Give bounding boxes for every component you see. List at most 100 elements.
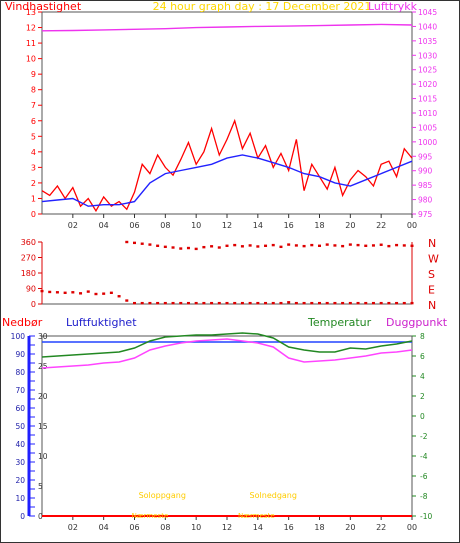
direction-point (55, 291, 59, 294)
x-tick-label: 10 (191, 523, 201, 532)
temperature-tick-label: 4 (420, 372, 425, 381)
direction-point (348, 243, 352, 246)
direction-point (140, 301, 144, 305)
x-tick-label: 20 (345, 221, 355, 230)
pressure-tick-label: 1035 (418, 37, 437, 46)
direction-point (302, 301, 306, 305)
graph-title: 24 hour graph day : 17 December 2021 (153, 0, 372, 13)
rain-tick-label: 40 (15, 440, 25, 449)
temperature-axis-label: Temperatur (307, 316, 372, 329)
direction-tick-label: 270 (21, 254, 36, 263)
pressure-tick-label: 1020 (418, 80, 437, 89)
rain-tick-label: 30 (15, 458, 25, 467)
x-tick-label: 10 (191, 221, 201, 230)
direction-point (395, 243, 399, 247)
temperature-tick-label: 6 (420, 352, 425, 361)
direction-point (163, 245, 167, 249)
direction-point (148, 243, 152, 246)
rain-tick-label: 50 (15, 422, 25, 431)
wind-speed-line (41, 118, 413, 213)
direction-point (217, 246, 221, 249)
humidity-tick-label: 5 (38, 482, 43, 491)
sun-event-label: Soloppgang (139, 491, 186, 500)
pressure-tick-label: 990 (418, 167, 433, 176)
direction-point (202, 301, 206, 305)
x-tick-label: 18 (314, 221, 324, 230)
direction-point (194, 301, 198, 305)
direction-point (125, 240, 129, 244)
x-tick-label: 04 (99, 221, 109, 230)
direction-point (86, 290, 90, 293)
direction-point (379, 243, 383, 246)
humidity-axis-label: Luftfuktighet (66, 316, 137, 329)
x-tick-label: 12 (222, 523, 232, 532)
direction-point (148, 301, 152, 305)
direction-point (294, 301, 298, 305)
temperature-tick-label: -2 (420, 432, 428, 441)
direction-point (325, 243, 329, 246)
x-tick-label: 12 (222, 221, 232, 230)
temperature-line (41, 332, 413, 358)
wind-axis-label: Vindhastighet (5, 0, 82, 13)
wind-tick-label: 6 (31, 117, 36, 126)
x-tick-label: 00 (407, 523, 417, 532)
direction-point (117, 295, 121, 298)
direction-point (271, 243, 275, 247)
x-tick-label: 14 (253, 523, 263, 532)
pressure-tick-label: 1025 (418, 66, 437, 75)
direction-point (240, 245, 244, 248)
direction-tick-label: 180 (21, 269, 36, 278)
direction-point (371, 301, 375, 305)
direction-point (48, 290, 52, 294)
dewpoint-line (41, 338, 413, 369)
direction-point (402, 244, 406, 247)
humidity-tick-label: 20 (38, 392, 48, 401)
x-tick-label: 22 (376, 523, 386, 532)
compass-label: N (428, 299, 436, 312)
direction-point (341, 244, 345, 248)
temperature-tick-label: -10 (420, 512, 432, 521)
direction-point (364, 244, 368, 247)
direction-point (356, 243, 360, 247)
pressure-tick-label: 1030 (418, 51, 437, 60)
direction-point (63, 291, 67, 295)
direction-point (125, 299, 129, 302)
wind-tick-label: 7 (31, 101, 36, 110)
direction-point (156, 301, 160, 305)
direction-point (94, 292, 98, 296)
x-tick-label: 16 (284, 221, 294, 230)
direction-point (333, 301, 337, 305)
direction-point (171, 246, 175, 249)
direction-point (271, 301, 275, 305)
direction-point (410, 301, 414, 305)
humidity-tick-label: 25 (38, 362, 48, 371)
direction-point (186, 301, 190, 305)
pressure-tick-label: 1015 (418, 95, 437, 104)
direction-point (302, 244, 306, 248)
compass-label: S (428, 268, 435, 281)
x-tick-label: 04 (99, 523, 109, 532)
temperature-tick-label: 2 (420, 392, 425, 401)
direction-point (364, 301, 368, 305)
direction-point (102, 292, 106, 295)
temperature-tick-label: 0 (420, 412, 425, 421)
direction-point (163, 301, 167, 305)
direction-tick-label: 360 (21, 238, 36, 247)
direction-point (225, 301, 229, 305)
temperature-tick-label: -4 (420, 452, 428, 461)
x-tick-label: 22 (376, 221, 386, 230)
direction-point (287, 243, 291, 246)
direction-point (379, 301, 383, 305)
wind-tick-label: 1 (31, 194, 36, 203)
humidity-tick-label: 10 (38, 452, 48, 461)
x-tick-label: 20 (345, 523, 355, 532)
direction-point (318, 244, 321, 247)
x-tick-label: 02 (68, 523, 78, 532)
pressure-tick-label: 975 (418, 210, 433, 219)
direction-tick-label: 0 (31, 300, 36, 309)
wind-tick-label: 12 (26, 24, 36, 33)
wind-tick-label: 3 (31, 163, 36, 172)
pressure-tick-label: 995 (418, 152, 433, 161)
